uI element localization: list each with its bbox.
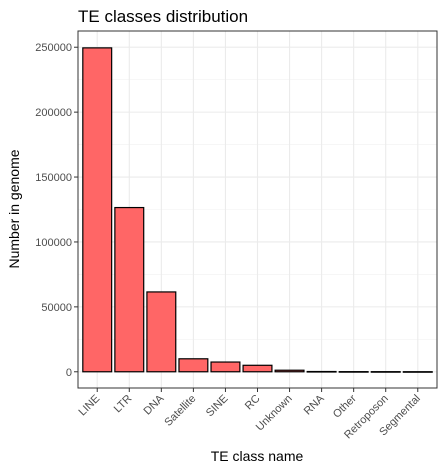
y-tick-label: 150000 <box>35 172 72 184</box>
y-tick-label: 250000 <box>35 42 72 54</box>
chart-title: TE classes distribution <box>78 7 248 26</box>
y-tick-label: 200000 <box>35 107 72 119</box>
x-tick-label: RNA <box>302 392 327 417</box>
y-axis-title: Number in genome <box>6 149 22 268</box>
bar-other <box>338 371 369 373</box>
bar-rc <box>242 364 273 373</box>
bar-unknown <box>274 369 305 373</box>
y-tick-label: 100000 <box>35 237 72 249</box>
x-tick-label: RC <box>243 393 263 413</box>
x-axis-title: TE class name <box>211 448 304 464</box>
x-tick-label: Other <box>331 392 359 420</box>
bar-satellite <box>178 358 209 373</box>
bar-sine <box>210 361 241 373</box>
x-tick-label: Satellite <box>162 393 198 429</box>
y-tick-label: 50000 <box>41 302 72 314</box>
bar-retroposon <box>370 371 401 373</box>
x-tick-label: LINE <box>77 393 103 419</box>
bar-rna <box>306 370 337 373</box>
bar-dna <box>146 291 177 373</box>
bar-line <box>82 47 113 373</box>
x-tick-label: LTR <box>112 393 135 416</box>
bar-segmental <box>402 371 433 373</box>
bar-ltr <box>114 206 145 373</box>
bars <box>82 47 433 373</box>
y-axis-ticks: 0 50000 100000 150000 200000 250000 <box>35 42 78 379</box>
x-tick-label: SINE <box>204 393 231 420</box>
x-tick-label: DNA <box>142 392 167 417</box>
y-tick-label: 0 <box>66 367 72 379</box>
